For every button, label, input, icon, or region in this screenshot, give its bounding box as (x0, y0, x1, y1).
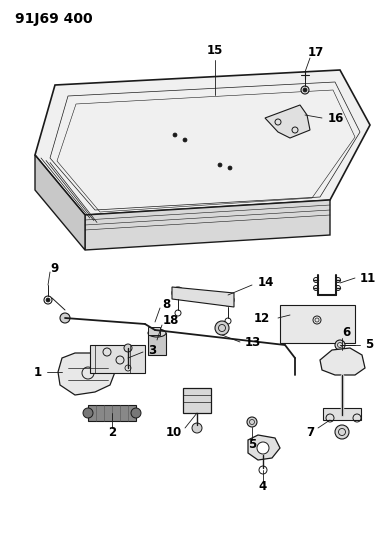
Ellipse shape (148, 329, 166, 337)
Circle shape (228, 166, 232, 170)
Circle shape (301, 86, 309, 94)
Circle shape (173, 133, 177, 137)
Text: 9: 9 (50, 262, 58, 274)
Text: 7: 7 (306, 425, 314, 439)
Circle shape (60, 313, 70, 323)
Bar (90, 345, 145, 373)
Circle shape (215, 321, 229, 335)
Text: 1: 1 (34, 366, 42, 378)
Circle shape (46, 298, 50, 302)
Text: 5: 5 (365, 338, 373, 351)
Polygon shape (35, 70, 370, 215)
Polygon shape (172, 287, 234, 307)
Bar (148, 327, 160, 335)
Text: 16: 16 (328, 111, 344, 125)
Text: 13: 13 (245, 335, 261, 349)
Text: 18: 18 (163, 313, 179, 327)
Text: 2: 2 (108, 425, 116, 439)
Bar (280, 305, 355, 343)
Bar (148, 333, 166, 355)
Polygon shape (58, 353, 115, 395)
Text: 4: 4 (259, 481, 267, 494)
Bar (183, 388, 211, 413)
Circle shape (192, 423, 202, 433)
Text: 91J69 400: 91J69 400 (15, 12, 93, 26)
Text: 14: 14 (258, 277, 275, 289)
Text: 11: 11 (360, 271, 376, 285)
Circle shape (303, 88, 307, 92)
Circle shape (335, 340, 345, 350)
Circle shape (83, 408, 93, 418)
Circle shape (247, 417, 257, 427)
Text: 3: 3 (148, 343, 156, 357)
Text: 12: 12 (254, 311, 270, 325)
Bar (323, 408, 361, 420)
Polygon shape (35, 155, 85, 250)
Polygon shape (248, 435, 280, 460)
Text: 5: 5 (248, 438, 256, 450)
Bar (88, 405, 136, 421)
Polygon shape (85, 200, 330, 250)
Circle shape (222, 294, 234, 306)
Circle shape (257, 442, 269, 454)
Circle shape (218, 163, 222, 167)
Circle shape (131, 408, 141, 418)
Polygon shape (265, 105, 310, 138)
Text: 8: 8 (162, 297, 170, 311)
Text: 17: 17 (308, 45, 324, 59)
Text: 15: 15 (207, 44, 223, 56)
Circle shape (335, 425, 349, 439)
Circle shape (183, 138, 187, 142)
Text: 6: 6 (342, 327, 350, 340)
Circle shape (124, 344, 132, 352)
Polygon shape (320, 348, 365, 375)
Circle shape (172, 287, 184, 299)
Text: 10: 10 (166, 425, 182, 439)
